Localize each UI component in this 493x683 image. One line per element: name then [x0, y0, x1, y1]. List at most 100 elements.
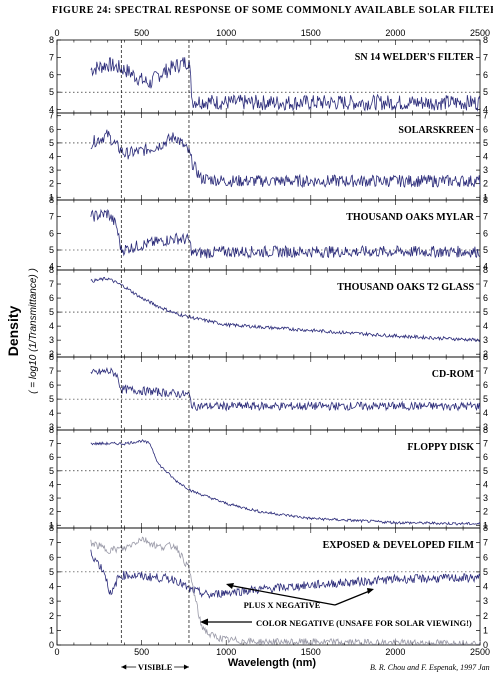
- y-tick-label-right: 6: [483, 552, 488, 562]
- series-line-0: [90, 367, 481, 412]
- x-tick-label: 1500: [301, 647, 321, 657]
- y-tick-label: 2: [49, 611, 54, 621]
- panels: 4 4 5 5 6 6 7 7 8 8 SN 14 WELDER'S FILTER 1 1 2 2 3 3 4 4 5…: [49, 35, 488, 650]
- y-tick-label: 5: [49, 87, 54, 97]
- y-tick-label: 7: [49, 439, 54, 449]
- y-tick-label-right: 3: [483, 422, 488, 432]
- x-tick-label-top: 1500: [301, 28, 321, 38]
- y-tick-label: 8: [49, 352, 54, 362]
- panel-5: 1 1 2 2 3 3 4 4 5 5 6 6 7 7 8 8 FLOPPY DISK: [49, 425, 488, 530]
- y-tick-label-right: 1: [483, 192, 488, 202]
- color-negative-arrowhead: [200, 618, 208, 626]
- x-axis-label: Wavelength (nm): [228, 657, 317, 669]
- y-tick-label: 2: [49, 179, 54, 189]
- y-axis-sublabel: ( = log10 (1/Transmittance) ): [28, 268, 39, 394]
- y-tick-label-right: 5: [483, 307, 488, 317]
- panel-frame: [56, 356, 481, 431]
- y-tick-label: 4: [49, 479, 54, 489]
- panel-label: FLOPPY DISK: [407, 442, 474, 453]
- y-tick-label: 3: [49, 596, 54, 606]
- y-tick-label: 6: [49, 452, 54, 462]
- y-tick-label-right: 0: [483, 640, 488, 650]
- series-line-0: [90, 439, 481, 526]
- visible-arrowhead-left: [121, 664, 127, 670]
- y-tick-label-right: 5: [483, 87, 488, 97]
- plus-x-label: PLUS X NEGATIVE: [244, 600, 321, 610]
- y-tick-label-right: 8: [483, 35, 488, 45]
- y-tick-label: 8: [49, 425, 54, 435]
- x-tick-label: 500: [134, 647, 149, 657]
- series-line-0: [90, 276, 481, 342]
- panel-2: 4 4 5 5 6 6 7 7 8 8 THOUSAND OAKS MYLAR: [49, 195, 488, 272]
- y-tick-label: 7: [49, 212, 54, 222]
- series-line-0: [90, 549, 481, 599]
- y-tick-label: 3: [49, 165, 54, 175]
- y-tick-label-right: 6: [483, 228, 488, 238]
- y-tick-label: 6: [49, 380, 54, 390]
- y-tick-label: 6: [49, 70, 54, 80]
- y-tick-label-right: 7: [483, 212, 488, 222]
- y-tick-label-right: 2: [483, 611, 488, 621]
- y-axis-label: Density: [5, 306, 21, 357]
- y-tick-label: 2: [49, 507, 54, 517]
- y-tick-label-right: 2: [483, 179, 488, 189]
- y-tick-label-right: 4: [483, 105, 488, 115]
- y-tick-label: 6: [49, 228, 54, 238]
- y-tick-label: 6: [49, 552, 54, 562]
- x-tick-label: 1000: [216, 647, 236, 657]
- x-tick-label-top: 1000: [216, 28, 236, 38]
- y-tick-label: 8: [49, 195, 54, 205]
- panel-6: 0 0 1 1 2 2 3 3 4 4 5 5 6 6 7 7 8 8 EXPOSED & DEVELOPED FI…: [49, 523, 488, 650]
- y-tick-label-right: 7: [483, 111, 488, 121]
- y-tick-label-right: 3: [483, 165, 488, 175]
- visible-band-indicator: VISIBLE: [121, 661, 189, 672]
- y-tick-label-right: 6: [483, 293, 488, 303]
- y-tick-label-right: 4: [483, 321, 488, 331]
- top-axis-tick-labels: 0 500 1000 1500 2000 2500: [54, 28, 490, 38]
- panel-label: CD-ROM: [432, 369, 475, 380]
- y-tick-label-right: 3: [483, 596, 488, 606]
- y-tick-label-right: 7: [483, 439, 488, 449]
- panel-label: THOUSAND OAKS MYLAR: [346, 212, 475, 223]
- x-tick-label-top: 2000: [385, 28, 405, 38]
- y-tick-label: 5: [49, 466, 54, 476]
- y-tick-label-right: 4: [483, 152, 488, 162]
- y-tick-label-right: 8: [483, 265, 488, 275]
- y-tick-label: 3: [49, 493, 54, 503]
- y-tick-label: 8: [49, 35, 54, 45]
- panel-label: SN 14 WELDER'S FILTER: [355, 52, 475, 63]
- x-tick-label-top: 2500: [470, 28, 490, 38]
- figure-title: FIGURE 24: SPECTRAL RESPONSE OF SOME COM…: [52, 5, 493, 16]
- y-tick-label-right: 8: [483, 425, 488, 435]
- panel-frame: [56, 39, 481, 114]
- y-tick-label: 7: [49, 279, 54, 289]
- color-negative-label: COLOR NEGATIVE (UNSAFE FOR SOLAR VIEWING…: [256, 618, 472, 628]
- y-tick-label-right: 5: [483, 138, 488, 148]
- visible-band-lines: [120, 40, 190, 645]
- y-tick-label: 7: [49, 111, 54, 121]
- y-tick-label-right: 3: [483, 493, 488, 503]
- y-tick-label-right: 5: [483, 394, 488, 404]
- y-tick-label-right: 2: [483, 507, 488, 517]
- y-tick-label: 5: [49, 394, 54, 404]
- x-tick-label: 2500: [470, 647, 490, 657]
- y-tick-label-right: 6: [483, 380, 488, 390]
- y-tick-label: 2: [49, 349, 54, 359]
- y-tick-label: 6: [49, 293, 54, 303]
- bottom-axis-tick-labels: 0 500 1000 1500 2000 2500: [54, 647, 490, 657]
- y-tick-label-right: 7: [483, 366, 488, 376]
- y-tick-label: 4: [49, 582, 54, 592]
- y-tick-label: 5: [49, 138, 54, 148]
- panel-3: 2 2 3 3 4 4 5 5 6 6 7 7 8 8 THOUSAND OAKS T2 GLASS: [49, 265, 488, 359]
- y-tick-label-right: 8: [483, 195, 488, 205]
- y-tick-label: 4: [49, 321, 54, 331]
- plus-x-arrowhead-left: [226, 583, 234, 589]
- y-tick-label-right: 8: [483, 352, 488, 362]
- y-tick-label-right: 7: [483, 52, 488, 62]
- panel-label: EXPOSED & DEVELOPED FILM: [323, 540, 475, 551]
- panel-1: 1 1 2 2 3 3 4 4 5 5 6 6 7 7 SOLARSKREEN: [49, 111, 488, 203]
- y-tick-label: 1: [49, 520, 54, 530]
- y-tick-label: 7: [49, 52, 54, 62]
- y-tick-label-right: 8: [483, 523, 488, 533]
